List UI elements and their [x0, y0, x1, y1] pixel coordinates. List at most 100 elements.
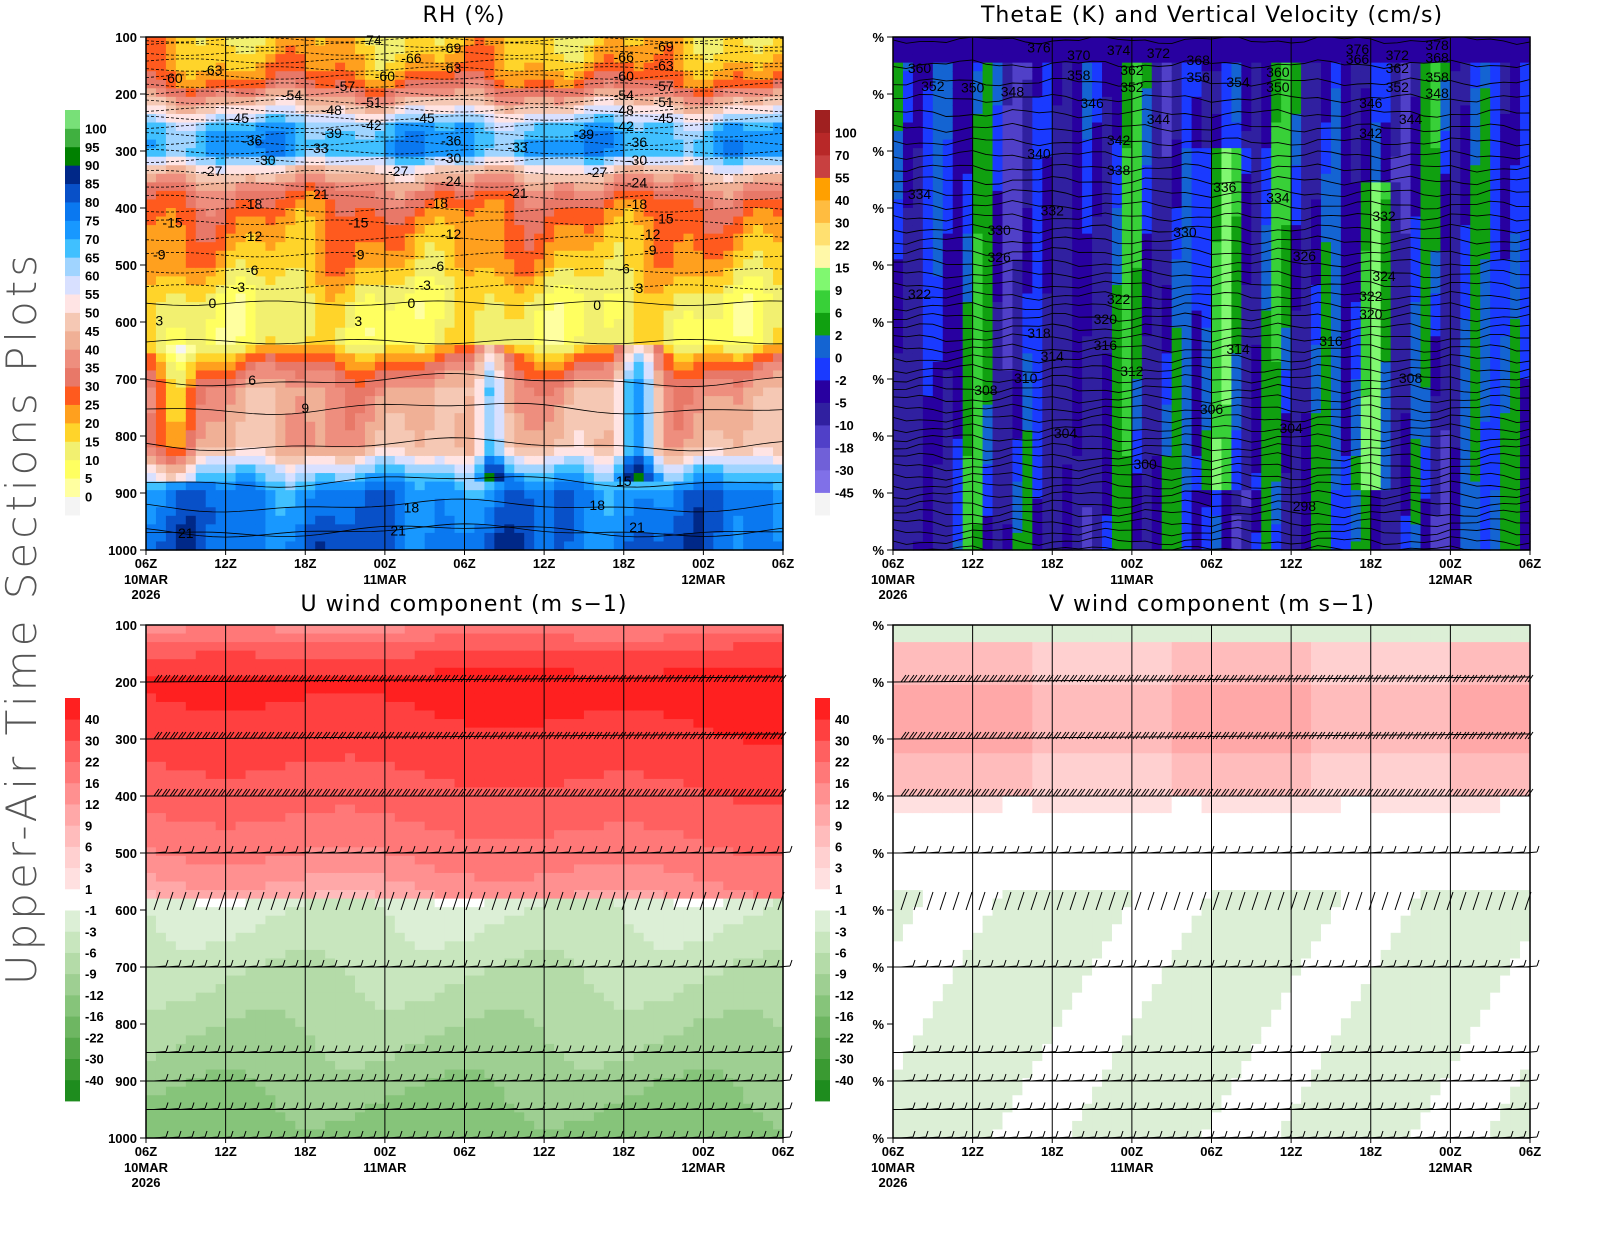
field-cell: [913, 131, 924, 140]
contour-label: 21: [629, 519, 645, 535]
field-cell: [226, 473, 237, 482]
field-cell: [624, 225, 635, 234]
field-cell: [186, 105, 197, 114]
field-cell: [345, 165, 356, 174]
field-cell: [186, 541, 197, 550]
field-cell: [654, 507, 665, 516]
field-cell: [743, 208, 754, 217]
field-cell: [365, 311, 376, 320]
field-cell: [255, 473, 266, 482]
field-cell: [335, 396, 346, 405]
field-cell: [395, 319, 406, 328]
field-cell: [693, 490, 704, 499]
field-cell: [743, 54, 754, 63]
field-cell: [1022, 225, 1033, 234]
field-cell: [933, 362, 944, 371]
field-cell: [713, 302, 724, 311]
field-cell: [674, 388, 685, 397]
field-cell: [1012, 54, 1023, 63]
field-cell: [275, 507, 286, 516]
field-cell: [674, 345, 685, 354]
field-cell: [514, 234, 525, 243]
field-cell: [146, 88, 157, 97]
field-cell: [674, 131, 685, 140]
field-cell: [773, 345, 784, 354]
field-cell: [983, 422, 994, 431]
field-cell: [634, 362, 645, 371]
field-cell: [405, 422, 416, 431]
field-cell: [325, 422, 336, 431]
field-cell: [425, 370, 436, 379]
field-cell: [484, 422, 495, 431]
field-cell: [634, 405, 645, 414]
field-cell: [255, 88, 266, 97]
field-cell: [514, 516, 525, 525]
field-cell: [733, 541, 744, 550]
field-cell: [345, 447, 356, 456]
field-cell: [693, 413, 704, 422]
field-cell: [265, 482, 276, 491]
field-cell: [236, 473, 247, 482]
field-cell: [255, 182, 266, 191]
field-cell: [664, 319, 675, 328]
field-cell: [295, 465, 306, 474]
field-cell: [226, 54, 237, 63]
field-cell: [524, 123, 535, 132]
field-cell: [614, 302, 625, 311]
field-cell: [554, 97, 565, 106]
field-cell: [574, 388, 585, 397]
field-cell: [683, 328, 694, 337]
field-cell: [265, 37, 276, 46]
field-cell: [206, 388, 217, 397]
field-cell: [385, 259, 396, 268]
field-cell: [445, 217, 456, 226]
field-cell: [723, 439, 734, 448]
field-cell: [206, 46, 217, 55]
field-cell: [893, 422, 904, 431]
field-cell: [564, 174, 575, 183]
field-cell: [753, 242, 764, 251]
field-cell: [683, 234, 694, 243]
field-cell: [345, 482, 356, 491]
field-cell: [773, 285, 784, 294]
field-cell: [425, 465, 436, 474]
field-cell: [713, 259, 724, 268]
field-cell: [365, 422, 376, 431]
field-cell: [484, 225, 495, 234]
field-cell: [564, 259, 575, 268]
field-cell: [1032, 80, 1043, 89]
field-cell: [763, 37, 774, 46]
field-cell: [494, 405, 505, 414]
field-cell: [1022, 388, 1033, 397]
field-cell: [534, 524, 545, 533]
field-cell: [743, 37, 754, 46]
contour-label: -36: [242, 133, 262, 149]
field-cell: [534, 490, 545, 499]
field-cell: [226, 465, 237, 474]
field-cell: [554, 353, 565, 362]
field-cell: [345, 105, 356, 114]
field-cell: [226, 353, 237, 362]
contour-label: -57: [335, 78, 355, 94]
field-cell: [544, 131, 555, 140]
field-cell: [425, 447, 436, 456]
field-cell: [494, 456, 505, 465]
field-cell: [1032, 516, 1043, 525]
field-cell: [216, 439, 227, 448]
field-cell: [564, 234, 575, 243]
field-cell: [435, 319, 446, 328]
field-cell: [604, 199, 615, 208]
field-cell: [504, 533, 515, 542]
field-cell: [405, 319, 416, 328]
field-cell: [176, 123, 187, 132]
field-cell: [156, 328, 167, 337]
field-cell: [773, 507, 784, 516]
field-cell: [763, 97, 774, 106]
field-cell: [703, 165, 714, 174]
field-cell: [305, 507, 316, 516]
field-cell: [345, 46, 356, 55]
field-cell: [674, 507, 685, 516]
field-cell: [554, 165, 565, 174]
field-cell: [683, 251, 694, 260]
field-cell: [435, 328, 446, 337]
